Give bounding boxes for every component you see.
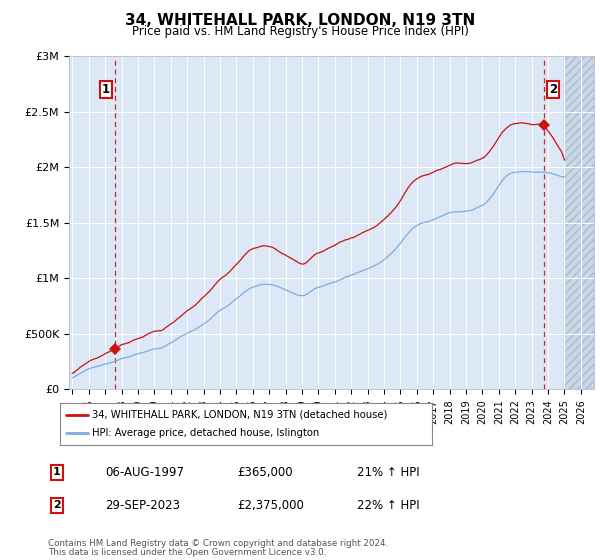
Text: 22% ↑ HPI: 22% ↑ HPI (357, 498, 419, 512)
Text: HPI: Average price, detached house, Islington: HPI: Average price, detached house, Isli… (92, 428, 319, 438)
Text: 34, WHITEHALL PARK, LONDON, N19 3TN: 34, WHITEHALL PARK, LONDON, N19 3TN (125, 13, 475, 28)
Text: 06-AUG-1997: 06-AUG-1997 (105, 465, 184, 479)
Text: This data is licensed under the Open Government Licence v3.0.: This data is licensed under the Open Gov… (48, 548, 326, 557)
Text: 1: 1 (102, 83, 110, 96)
Text: 1: 1 (53, 467, 61, 477)
Text: 2: 2 (549, 83, 557, 96)
Text: 29-SEP-2023: 29-SEP-2023 (105, 498, 180, 512)
Text: £2,375,000: £2,375,000 (237, 498, 304, 512)
Bar (565, 56, 594, 389)
Text: £365,000: £365,000 (237, 465, 293, 479)
Text: 21% ↑ HPI: 21% ↑ HPI (357, 465, 419, 479)
Text: Contains HM Land Registry data © Crown copyright and database right 2024.: Contains HM Land Registry data © Crown c… (48, 539, 388, 548)
Text: 34, WHITEHALL PARK, LONDON, N19 3TN (detached house): 34, WHITEHALL PARK, LONDON, N19 3TN (det… (92, 409, 387, 419)
Text: 2: 2 (53, 500, 61, 510)
Text: Price paid vs. HM Land Registry's House Price Index (HPI): Price paid vs. HM Land Registry's House … (131, 25, 469, 39)
